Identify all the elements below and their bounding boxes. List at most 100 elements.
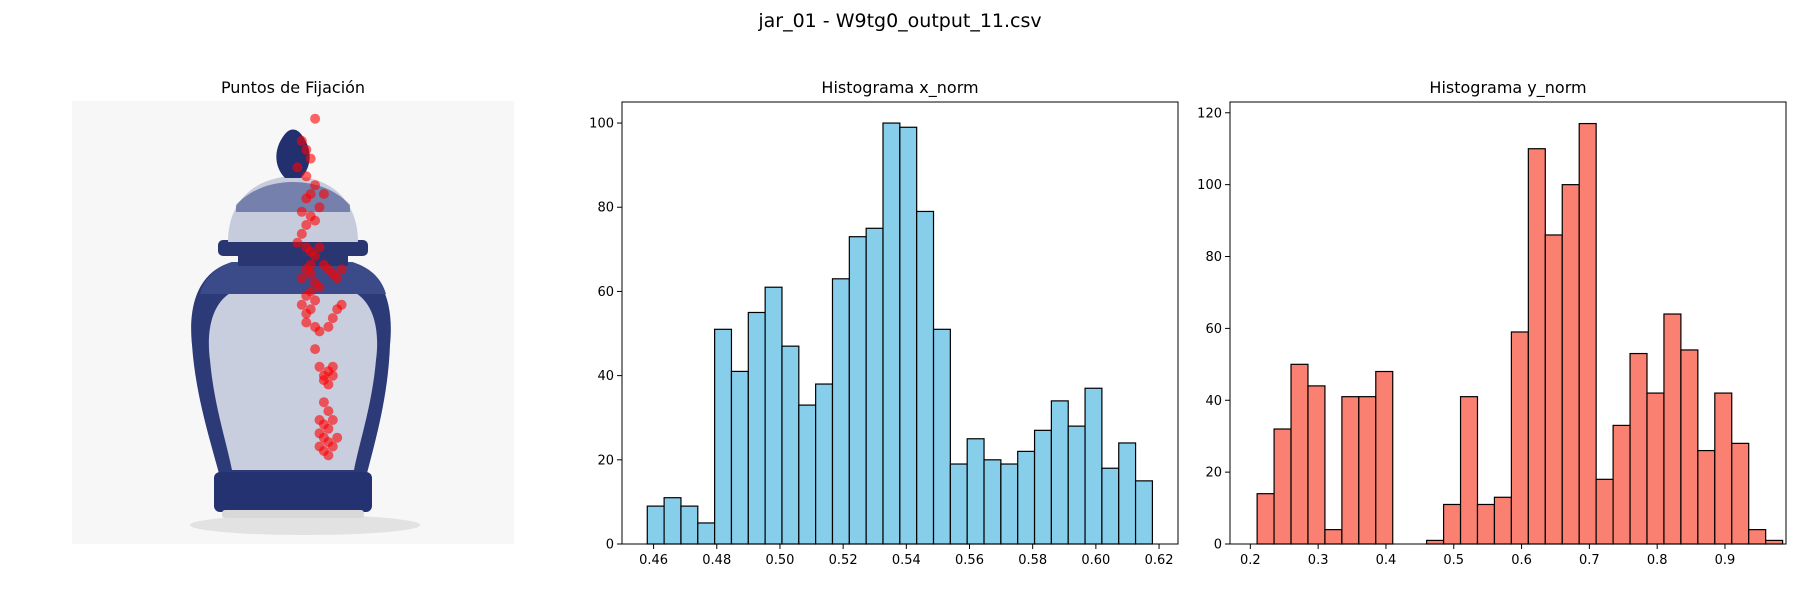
- fixation-point: [296, 273, 307, 284]
- hist-x-title: Histograma x_norm: [821, 78, 978, 98]
- fixation-point: [323, 450, 334, 461]
- hist-y-bar: [1324, 529, 1343, 545]
- hist-y-xtick-label: 0.3: [1308, 553, 1329, 568]
- hist-y-xtick-label: 0.4: [1376, 553, 1397, 568]
- fixation-point: [301, 290, 312, 301]
- hist-y-xtick-label: 0.5: [1443, 553, 1464, 568]
- hist-x-panel: Histograma x_norm 0.46 0.48 0.50 0.52 0.54 0.…: [589, 78, 1179, 568]
- hist-y-bar: [1307, 385, 1326, 545]
- hist-y-bar: [1612, 424, 1631, 545]
- hist-x-xtick-label: 0.62: [1145, 553, 1174, 568]
- hist-x-yticks: 0 20 40 60 80 100: [589, 117, 622, 553]
- hist-x-bar: [949, 463, 968, 545]
- hist-x-xtick-label: 0.60: [1081, 553, 1110, 568]
- hist-y-bar: [1714, 392, 1733, 545]
- hist-x-xtick-label: 0.46: [639, 553, 668, 568]
- fixation-points: [292, 113, 347, 461]
- jar-lid-rim: [218, 240, 368, 256]
- fixation-point: [318, 189, 329, 199]
- hist-x-ytick-label: 80: [597, 201, 614, 216]
- fixation-point: [318, 397, 329, 408]
- hist-y-bar: [1748, 529, 1767, 545]
- hist-y-bar: [1375, 370, 1394, 545]
- fixation-point: [305, 268, 316, 279]
- fixation-point: [327, 361, 338, 372]
- hist-y-xtick-label: 0.9: [1715, 553, 1736, 568]
- hist-y-bar: [1646, 392, 1665, 545]
- fixation-point: [323, 379, 334, 390]
- fixation-point: [314, 326, 325, 337]
- hist-y-xtick-label: 0.6: [1511, 553, 1532, 568]
- hist-y-bar: [1595, 478, 1614, 545]
- hist-y-xtick-label: 0.7: [1579, 553, 1600, 568]
- hist-x-xtick-label: 0.58: [1018, 553, 1047, 568]
- hist-x-bar: [1118, 442, 1137, 545]
- hist-x-bar: [1101, 467, 1120, 545]
- fixation-point: [327, 441, 338, 452]
- fixation-point: [314, 282, 325, 293]
- hist-x-bar: [1050, 400, 1069, 545]
- hist-x-bar: [848, 236, 867, 545]
- fixation-point: [310, 251, 321, 261]
- hist-x-ytick-label: 60: [597, 285, 614, 300]
- hist-y-ytick-label: 40: [1205, 394, 1222, 409]
- hist-y-bar: [1765, 539, 1784, 545]
- hist-x-bar: [646, 505, 665, 545]
- fixation-point: [292, 237, 303, 248]
- hist-x-bar: [764, 286, 783, 545]
- fixation-point: [327, 370, 338, 381]
- hist-x-bar: [1084, 387, 1103, 545]
- hist-x-bar: [1017, 450, 1036, 545]
- hist-x-ytick-label: 100: [589, 117, 614, 132]
- hist-x-bar: [747, 311, 766, 545]
- hist-x-bar: [882, 122, 901, 545]
- hist-x-xtick-label: 0.56: [955, 553, 984, 568]
- fixation-point: [314, 202, 325, 213]
- hist-x-xtick-label: 0.48: [702, 553, 731, 568]
- hist-x-bar: [663, 497, 682, 545]
- hist-y-bar: [1476, 503, 1496, 545]
- hist-x-bar: [865, 227, 884, 545]
- fixation-point: [296, 135, 307, 146]
- hist-y-bar: [1459, 396, 1479, 545]
- hist-y-bar: [1680, 349, 1699, 545]
- fixation-point: [301, 317, 312, 328]
- hist-x-ytick-label: 20: [597, 453, 614, 468]
- fixation-point: [314, 242, 325, 253]
- hist-x-bar: [798, 404, 817, 545]
- fixation-point: [301, 144, 312, 155]
- fixation-panel-title: Puntos de Fijación: [221, 78, 365, 97]
- fixation-point: [336, 299, 347, 310]
- fixation-point: [314, 361, 325, 372]
- hist-y-bar: [1442, 503, 1462, 545]
- hist-y-xticks: 0.2 0.3 0.4 0.5 0.6 0.7 0.8 0.9: [1240, 544, 1735, 568]
- hist-x-ytick-label: 0: [606, 538, 614, 553]
- fixation-point: [296, 228, 307, 239]
- fixation-point: [310, 344, 321, 355]
- hist-y-title: Histograma y_norm: [1429, 78, 1586, 98]
- hist-y-yticks: 0 20 40 60 80 100 120: [1197, 106, 1230, 553]
- hist-x-bar: [815, 383, 834, 545]
- hist-y-ytick-label: 120: [1197, 106, 1222, 121]
- hist-x-bar: [714, 328, 733, 545]
- hist-y-bar: [1493, 496, 1512, 545]
- fixation-point: [310, 295, 321, 306]
- hist-x-bar: [1067, 425, 1086, 545]
- fixation-point: [327, 415, 338, 425]
- hist-y-bar: [1578, 122, 1597, 545]
- hist-y-ytick-label: 20: [1205, 466, 1222, 481]
- hist-x-bar: [916, 210, 935, 545]
- jar-photo: [72, 101, 514, 544]
- fixation-point: [310, 215, 321, 226]
- fixation-point: [323, 321, 334, 332]
- hist-y-bar: [1561, 184, 1580, 545]
- fixation-point: [305, 304, 316, 315]
- hist-y-bars: [1256, 122, 1784, 545]
- hist-x-bar: [680, 505, 699, 545]
- hist-y-bar: [1510, 331, 1529, 545]
- hist-x-xtick-label: 0.50: [765, 553, 794, 568]
- fixation-point: [305, 153, 316, 164]
- hist-y-bar: [1290, 363, 1309, 545]
- fixation-point: [323, 423, 334, 434]
